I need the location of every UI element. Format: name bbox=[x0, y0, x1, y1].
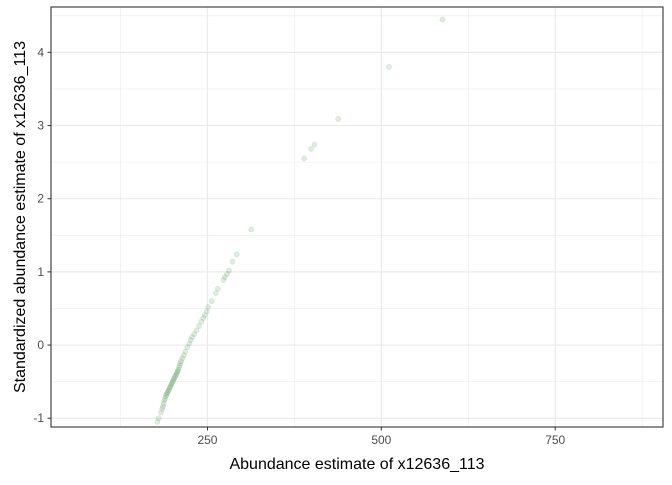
data-point bbox=[184, 344, 191, 351]
data-point bbox=[169, 380, 175, 386]
data-point bbox=[186, 340, 193, 347]
data-point bbox=[164, 390, 170, 397]
data-point bbox=[171, 374, 178, 381]
data-point bbox=[160, 403, 166, 410]
data-point bbox=[233, 251, 240, 258]
data-point bbox=[439, 16, 446, 23]
data-point bbox=[229, 258, 236, 265]
data-point bbox=[187, 337, 194, 343]
data-point bbox=[176, 364, 182, 371]
data-point bbox=[301, 155, 307, 162]
data-point bbox=[167, 384, 173, 391]
data-point bbox=[174, 368, 181, 375]
data-point bbox=[180, 352, 187, 359]
y-tick-label: 4 bbox=[37, 45, 44, 59]
data-point bbox=[164, 389, 171, 395]
data-point bbox=[226, 267, 232, 274]
data-point bbox=[311, 141, 318, 148]
data-point bbox=[212, 290, 219, 296]
y-tick-label: 0 bbox=[37, 338, 44, 352]
data-point bbox=[179, 355, 186, 362]
data-point bbox=[193, 327, 200, 334]
data-point bbox=[162, 393, 169, 400]
data-point bbox=[220, 277, 227, 283]
grid-layer bbox=[51, 7, 663, 427]
data-point bbox=[159, 405, 166, 412]
data-point bbox=[167, 383, 174, 389]
data-point bbox=[160, 400, 167, 407]
data-point bbox=[178, 358, 184, 364]
data-point bbox=[155, 415, 162, 422]
y-tick-label: 2 bbox=[37, 192, 44, 206]
x-tick-label: 750 bbox=[545, 433, 565, 447]
data-point bbox=[162, 395, 168, 402]
data-point bbox=[174, 370, 180, 376]
ticks-layer: 250 500 750 -1 0 1 2 3 4 bbox=[33, 45, 565, 447]
data-point bbox=[191, 331, 198, 337]
data-point bbox=[175, 367, 182, 373]
data-point bbox=[201, 312, 208, 318]
data-point bbox=[171, 375, 177, 382]
data-point bbox=[386, 64, 392, 70]
data-point bbox=[196, 323, 202, 329]
data-point bbox=[166, 386, 173, 392]
data-point bbox=[176, 362, 183, 369]
data-point bbox=[308, 146, 314, 152]
x-tick-label: 250 bbox=[197, 433, 217, 447]
data-point bbox=[200, 315, 207, 321]
data-point bbox=[158, 409, 164, 416]
data-point bbox=[198, 318, 205, 325]
y-tick-label: 1 bbox=[37, 265, 44, 279]
data-point bbox=[224, 271, 230, 277]
data-point bbox=[168, 381, 175, 388]
y-axis-title: Standardized abundance estimate of x1263… bbox=[12, 41, 29, 393]
data-point bbox=[215, 285, 221, 292]
data-point bbox=[205, 304, 212, 310]
x-axis-title: Abundance estimate of x12636_113 bbox=[229, 456, 484, 473]
points-layer bbox=[154, 16, 446, 425]
data-point bbox=[165, 387, 172, 394]
data-point bbox=[161, 397, 168, 404]
x-tick-label: 500 bbox=[371, 433, 391, 447]
data-point bbox=[169, 378, 176, 385]
data-point bbox=[203, 308, 210, 315]
data-point bbox=[248, 226, 255, 233]
data-point bbox=[182, 348, 189, 355]
data-point bbox=[154, 419, 161, 425]
data-point bbox=[163, 391, 170, 398]
data-point bbox=[177, 360, 184, 367]
data-point bbox=[222, 274, 228, 280]
y-tick-label: -1 bbox=[33, 411, 44, 425]
data-point bbox=[335, 116, 342, 122]
data-point bbox=[172, 372, 179, 379]
data-point bbox=[173, 371, 180, 378]
data-point bbox=[170, 377, 177, 384]
data-point bbox=[189, 334, 196, 340]
data-point bbox=[208, 298, 215, 304]
panel-border bbox=[50, 6, 664, 428]
y-tick-label: 3 bbox=[37, 119, 44, 133]
